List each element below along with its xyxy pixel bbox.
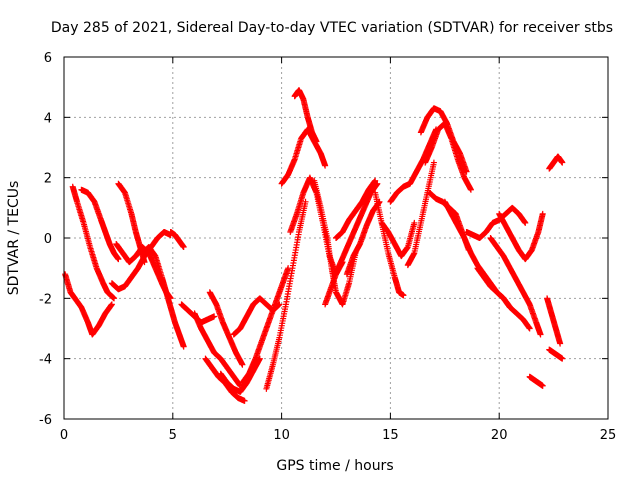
data-point (539, 210, 546, 217)
axes (63, 56, 609, 420)
series-track-25 (378, 219, 418, 260)
data-point (108, 301, 115, 308)
series-track-22 (333, 177, 379, 241)
data-point (239, 361, 246, 368)
y-tick-label: 4 (44, 111, 52, 126)
series-track-37 (544, 295, 564, 347)
y-tick-label: -6 (39, 413, 52, 428)
x-tick-label: 20 (491, 428, 508, 443)
series-track-21 (322, 180, 381, 308)
series-track-8 (139, 244, 187, 350)
series-track-2 (69, 183, 118, 302)
data-point (241, 397, 248, 404)
data-point (322, 162, 329, 169)
series-track-39 (546, 153, 566, 172)
series-track-10 (191, 310, 244, 389)
series-track-3 (78, 186, 122, 263)
y-tick-label: 6 (44, 51, 52, 66)
series-track-36 (526, 373, 546, 389)
series-track-27 (404, 159, 437, 269)
series-track-34 (487, 235, 544, 338)
data-point (411, 219, 418, 226)
data-point (400, 292, 407, 299)
series-track-35 (496, 210, 546, 263)
x-tick-label: 10 (273, 428, 290, 443)
data-point (559, 159, 566, 166)
x-axis-label: GPS time / hours (276, 458, 393, 474)
data-point (559, 355, 566, 362)
x-tick-label: 0 (60, 428, 68, 443)
data-point (522, 219, 529, 226)
data-point (467, 186, 474, 193)
series-track-18 (291, 87, 320, 145)
series-track-24 (372, 189, 407, 299)
y-tick-label: -4 (39, 353, 52, 368)
data-points (62, 87, 566, 404)
data-point (115, 256, 122, 263)
data-point (180, 244, 187, 251)
series-track-33 (474, 265, 533, 332)
x-tick-label: 25 (600, 428, 617, 443)
data-point (526, 325, 533, 332)
data-point (372, 177, 379, 184)
y-tick-label: 2 (44, 172, 52, 187)
data-point (539, 382, 546, 389)
series-track-38 (546, 346, 566, 362)
series-track-6 (167, 228, 187, 251)
data-point (313, 138, 320, 145)
data-point (557, 340, 564, 347)
series-track-12 (206, 289, 246, 368)
y-tick-label: 0 (44, 232, 52, 247)
data-point (180, 343, 187, 350)
data-point (430, 159, 437, 166)
x-tick-label: 15 (382, 428, 399, 443)
series-track-16 (263, 198, 309, 392)
series-track-15 (239, 265, 292, 386)
y-axis-label: SDTVAR / TECUs (6, 181, 22, 296)
data-point (111, 295, 118, 302)
x-tick-label: 5 (169, 428, 177, 443)
data-point (537, 331, 544, 338)
series-track-1 (62, 271, 115, 338)
tick-labels: 0 5 10 15 20 25 -6 -4 -2 0 2 4 6 (39, 51, 616, 443)
chart-title: Day 285 of 2021, Sidereal Day-to-day VTE… (51, 20, 613, 36)
series-track-29 (422, 120, 474, 193)
y-tick-label: -2 (39, 292, 52, 307)
data-point (211, 313, 218, 320)
